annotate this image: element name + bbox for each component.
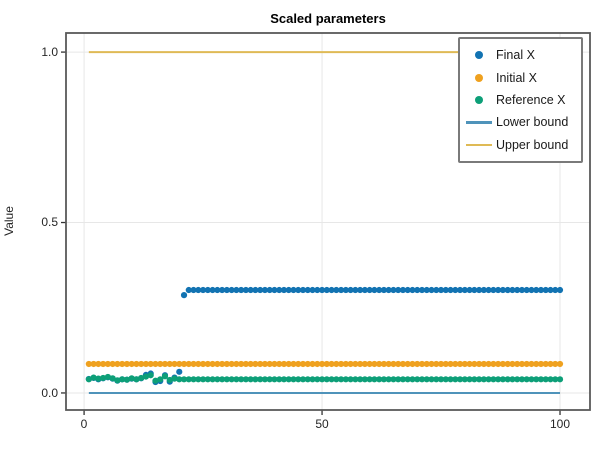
upper-bound-line-icon <box>466 143 492 147</box>
legend-item-reference-x: Reference X <box>466 89 579 111</box>
legend-item-upper-bound: Upper bound <box>466 134 579 156</box>
y-tick-label-0.5: 0.5 <box>41 215 58 229</box>
initial-x-dot-icon <box>466 73 492 82</box>
x-tick-label-0: 0 <box>80 417 88 431</box>
chart-title: Scaled parameters <box>270 11 386 26</box>
y-tick-label-0.0: 0.0 <box>41 386 58 400</box>
y-tick-label-1.0: 1.0 <box>41 45 58 59</box>
legend: Final X Initial X Reference X Lower boun… <box>458 37 583 163</box>
series-final-x <box>85 286 564 386</box>
legend-label: Initial X <box>496 70 537 85</box>
reference-x-dot-icon <box>466 96 492 105</box>
y-axis-label: Value <box>2 206 16 236</box>
legend-item-initial-x: Initial X <box>466 66 579 88</box>
final-x-dot-icon <box>466 51 492 60</box>
lower-bound-line-icon <box>466 121 492 124</box>
legend-label: Upper bound <box>496 137 569 152</box>
legend-label: Reference X <box>496 93 566 108</box>
legend-item-lower-bound: Lower bound <box>466 111 579 133</box>
x-tick-label-100: 100 <box>549 417 571 431</box>
legend-item-final-x: Final X <box>466 44 579 66</box>
series-initial-x <box>85 360 564 368</box>
series-reference-x <box>85 372 564 384</box>
legend-label: Lower bound <box>496 115 569 130</box>
x-tick-label-50: 50 <box>315 417 329 431</box>
axes-spines <box>65 32 591 411</box>
legend-label: Final X <box>496 48 535 63</box>
